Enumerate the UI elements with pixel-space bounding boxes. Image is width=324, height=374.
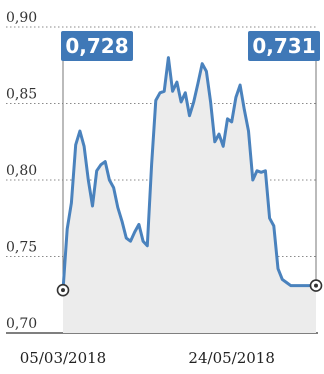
callout-box [61, 31, 133, 61]
x-tick-label-0: 05/03/2018 [20, 349, 106, 367]
series-area [63, 57, 316, 333]
x-tick-label-1: 24/05/2018 [188, 349, 274, 367]
start-point-marker [56, 283, 70, 297]
marker-layer [56, 279, 323, 297]
x-axis-ticks: 05/03/2018 24/05/2018 [20, 349, 275, 367]
end-value-callout: 0,731 [248, 31, 320, 61]
callout-layer: 0,728 0,731 [61, 31, 320, 61]
line-layer [61, 56, 318, 292]
callout-label: 0,728 [65, 34, 128, 58]
y-tick-label-4: 0,90 [6, 10, 37, 26]
y-tick-label-3: 0,85 [6, 87, 37, 103]
area-layer [63, 57, 316, 333]
y-axis-ticks: 0,70 0,75 0,80 0,85 0,90 [6, 10, 37, 332]
end-point-marker [309, 279, 323, 292]
callout-box [248, 31, 320, 61]
y-tick-label-2: 0,80 [6, 163, 37, 179]
callout-label: 0,731 [252, 34, 315, 58]
series-line [61, 56, 318, 292]
y-tick-label-1: 0,75 [6, 240, 37, 256]
start-value-callout: 0,728 [61, 31, 133, 61]
y-tick-label-0: 0,70 [6, 316, 37, 332]
